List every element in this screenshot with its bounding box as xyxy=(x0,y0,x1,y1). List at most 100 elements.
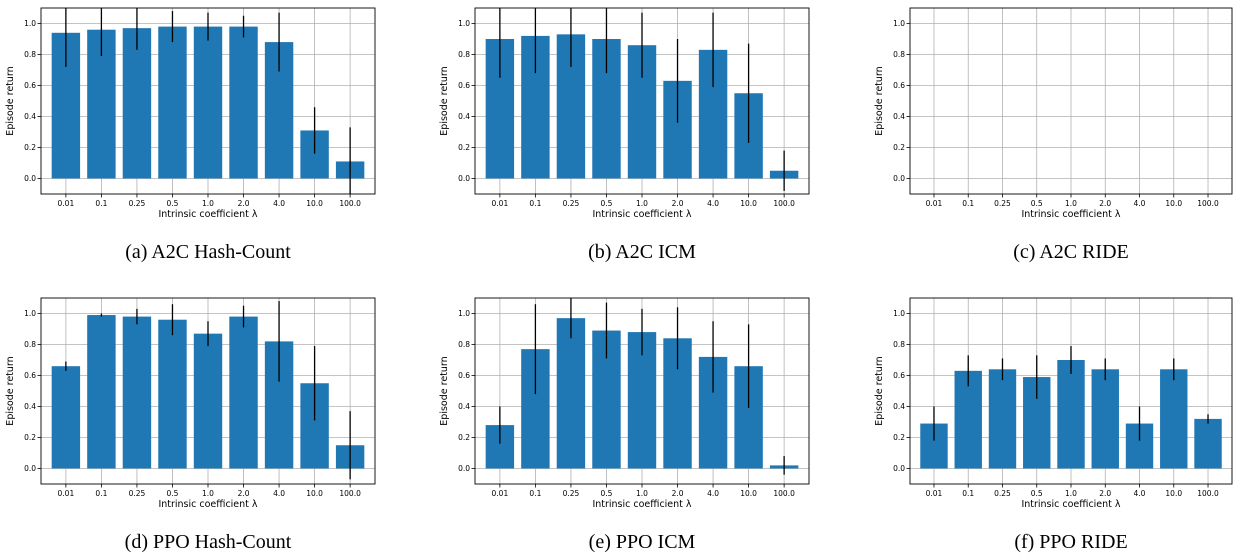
y-tick-label: 0.0 xyxy=(24,174,36,183)
panel-caption: (e) PPO ICM xyxy=(589,531,696,553)
x-tick-label: 10.0 xyxy=(740,489,757,498)
y-tick-label: 0.2 xyxy=(458,143,470,152)
x-tick-label: 0.01 xyxy=(926,489,943,498)
x-tick-label: 4.0 xyxy=(273,199,285,208)
x-axis-label: Intrinsic coefficient λ xyxy=(1021,499,1120,510)
y-tick-label: 0.6 xyxy=(893,81,905,90)
x-tick-label: 0.5 xyxy=(1031,199,1043,208)
y-tick-label: 0.6 xyxy=(458,371,470,380)
x-tick-label: 100.0 xyxy=(339,199,361,208)
x-tick-label: 2.0 xyxy=(1099,199,1111,208)
x-tick-label: 1.0 xyxy=(1065,199,1077,208)
x-tick-label: 4.0 xyxy=(707,489,719,498)
y-axis-label: Episode return xyxy=(439,66,450,135)
y-tick-label: 0.8 xyxy=(24,340,36,349)
x-tick-label: 0.5 xyxy=(600,489,612,498)
x-tick-label: 0.5 xyxy=(600,199,612,208)
x-tick-label: 0.1 xyxy=(962,199,974,208)
y-tick-label: 0.4 xyxy=(458,402,470,411)
y-tick-label: 0.0 xyxy=(458,464,470,473)
panel-caption: (a) A2C Hash-Count xyxy=(125,241,291,263)
panel-caption: (c) A2C RIDE xyxy=(1013,241,1129,263)
x-tick-label: 100.0 xyxy=(773,489,795,498)
bar xyxy=(193,333,223,469)
x-tick-label: 4.0 xyxy=(707,199,719,208)
y-tick-label: 0.6 xyxy=(24,371,36,380)
y-tick-label: 1.0 xyxy=(458,309,470,318)
y-tick-label: 0.8 xyxy=(893,50,905,59)
x-tick-label: 0.01 xyxy=(926,199,943,208)
x-tick-label: 0.25 xyxy=(129,199,146,208)
bar xyxy=(51,366,81,469)
x-tick-label: 0.25 xyxy=(994,199,1011,208)
chart-panel-4: 0.0 0.2 0.4 0.6 0.8 1.0 0.01 0.1 0.25 0.5 1.0 2.0 4.… xyxy=(5,297,376,553)
bar xyxy=(193,26,223,179)
bar xyxy=(122,316,152,469)
x-tick-label: 10.0 xyxy=(1165,489,1182,498)
x-tick-label: 10.0 xyxy=(1165,199,1182,208)
x-tick-label: 0.5 xyxy=(166,489,178,498)
bar xyxy=(1194,418,1222,469)
y-tick-label: 0.6 xyxy=(893,371,905,380)
x-tick-label: 4.0 xyxy=(1134,489,1146,498)
x-axis-label: Intrinsic coefficient λ xyxy=(158,499,257,510)
y-axis-label: Episode return xyxy=(5,66,16,135)
x-tick-label: 0.01 xyxy=(492,489,509,498)
y-tick-label: 0.4 xyxy=(893,402,905,411)
x-tick-label: 0.1 xyxy=(962,489,974,498)
x-tick-label: 0.25 xyxy=(563,199,580,208)
y-axis-label: Episode return xyxy=(874,66,885,135)
x-tick-label: 0.1 xyxy=(529,199,541,208)
y-tick-label: 0.4 xyxy=(24,112,36,121)
x-tick-label: 4.0 xyxy=(1134,199,1146,208)
x-tick-label: 2.0 xyxy=(1099,489,1111,498)
x-axis-label: Intrinsic coefficient λ xyxy=(158,209,257,220)
x-tick-label: 1.0 xyxy=(202,489,214,498)
y-tick-label: 0.8 xyxy=(893,340,905,349)
x-tick-label: 10.0 xyxy=(306,199,323,208)
x-tick-label: 100.0 xyxy=(339,489,361,498)
bar xyxy=(988,369,1017,469)
bar xyxy=(87,315,116,469)
y-tick-label: 0.2 xyxy=(458,433,470,442)
x-tick-label: 2.0 xyxy=(672,199,684,208)
x-tick-label: 10.0 xyxy=(740,199,757,208)
y-tick-label: 1.0 xyxy=(893,19,905,28)
panel-caption: (d) PPO Hash-Count xyxy=(125,531,292,553)
x-tick-label: 1.0 xyxy=(636,199,648,208)
x-tick-label: 1.0 xyxy=(202,199,214,208)
x-axis-label: Intrinsic coefficient λ xyxy=(592,499,691,510)
bar xyxy=(556,318,586,469)
chart-panel-2: 0.0 0.2 0.4 0.6 0.8 1.0 0.01 0.1 0.25 0.5 1.0 2.0 4.… xyxy=(439,7,810,263)
y-tick-label: 0.0 xyxy=(24,464,36,473)
panel-caption: (b) A2C ICM xyxy=(588,241,696,263)
x-tick-label: 0.5 xyxy=(1031,489,1043,498)
bar xyxy=(158,319,187,469)
x-tick-label: 0.25 xyxy=(129,489,146,498)
bar xyxy=(1091,369,1119,469)
x-axis-label: Intrinsic coefficient λ xyxy=(1021,209,1120,220)
y-tick-label: 1.0 xyxy=(24,19,36,28)
chart-panel-6: 0.0 0.2 0.4 0.6 0.8 1.0 0.01 0.1 0.25 0.5 1.0 2.0 4.… xyxy=(874,297,1233,553)
y-tick-label: 0.8 xyxy=(458,340,470,349)
x-tick-label: 0.01 xyxy=(492,199,509,208)
y-tick-label: 0.4 xyxy=(893,112,905,121)
y-tick-label: 1.0 xyxy=(24,309,36,318)
x-tick-label: 1.0 xyxy=(1065,489,1077,498)
bar xyxy=(1160,369,1188,469)
x-axis-label: Intrinsic coefficient λ xyxy=(592,209,691,220)
x-tick-label: 0.1 xyxy=(95,489,107,498)
x-tick-label: 0.25 xyxy=(563,489,580,498)
x-tick-label: 100.0 xyxy=(773,199,795,208)
chart-panel-3: 0.0 0.2 0.4 0.6 0.8 1.0 0.01 0.1 0.25 0.5 1.0 2.0 4.… xyxy=(874,7,1233,263)
y-tick-label: 0.4 xyxy=(458,112,470,121)
bar xyxy=(229,26,258,179)
x-tick-label: 2.0 xyxy=(672,489,684,498)
x-tick-label: 2.0 xyxy=(238,489,250,498)
y-axis-label: Episode return xyxy=(439,356,450,425)
x-tick-label: 0.25 xyxy=(994,489,1011,498)
x-tick-label: 0.01 xyxy=(58,199,75,208)
bar xyxy=(229,316,258,469)
y-tick-label: 0.2 xyxy=(893,143,905,152)
